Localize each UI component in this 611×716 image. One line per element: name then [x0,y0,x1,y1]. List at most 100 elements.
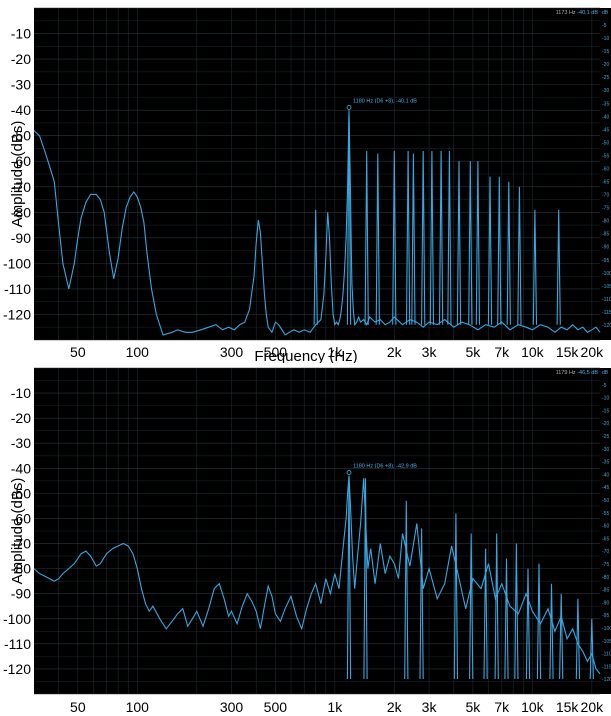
right-scale-tick: -60 [602,166,609,172]
right-scale-tick: -40 [602,472,609,478]
spectrum-panel-2: dB -5 -10 -15 -20 -25 -30 -35 -40 -45 -50 -55 -60 -65… [0,363,611,716]
right-scale-tick: -85 [602,232,609,238]
spectrum-line [33,112,601,336]
right-scale-tick: -70 [602,549,609,555]
right-scale-tick: -110 [602,652,611,658]
harmonic-peak [438,150,444,325]
y-tick-label: -30 [11,435,31,451]
right-scale-strip [600,368,611,694]
x-tick-label: 20k [581,699,605,715]
harmonic-peak [536,563,542,680]
y-tick-label: -110 [4,636,31,652]
right-scale-tick: -95 [602,613,609,619]
y-tick-label: -70 [11,179,31,195]
cursor-readout: 1179 Hz -46,5 dB [556,370,599,376]
right-scale-tick: -10 [602,396,609,402]
x-tick-label: 500 [264,699,288,715]
harmonic-peak [404,500,409,680]
x-tick-label: 300 [220,344,244,360]
peak-marker [346,470,352,475]
harmonic-peak [429,150,435,325]
x-tick-label: 2k [387,699,403,715]
harmonic-peak [411,153,416,325]
right-scale-tick: -30 [602,447,609,453]
harmonic-peak [487,176,493,325]
harmonic-peak [504,558,509,680]
right-scale-tick: -60 [602,524,609,530]
harmonic-peak [456,161,462,325]
right-scale-tick: -115 [602,664,611,670]
x-tick-label: 3k [422,344,438,360]
y-tick-label: -10 [11,385,31,401]
harmonic-peak [421,150,426,325]
right-scale-tick: -120 [602,323,611,329]
y-tick-label: -20 [11,51,31,67]
right-scale-tick: -80 [602,575,609,581]
x-tick-label: 5k [465,344,481,360]
y-axis-label: Amplitude (dBs) [9,478,26,585]
y-tick-label: -50 [11,128,31,144]
x-tick-label: 15k [556,699,580,715]
right-scale-tick: -30 [602,88,609,94]
y-tick-label: -100 [3,611,31,627]
harmonic-peak [525,568,531,680]
harmonic-peak [346,475,352,680]
y-tick-label: -40 [11,460,31,476]
y-tick-label: -80 [11,561,31,577]
right-scale-tick: -50 [602,498,609,504]
right-scale-tick: -110 [602,297,611,303]
x-tick-label: 2k [387,344,403,360]
x-tick-label: 20k [581,344,605,360]
right-scale-tick: -25 [602,75,609,81]
y-tick-label: -120 [3,661,31,677]
harmonic-peak [375,153,380,325]
right-scale-tick: -5 [602,23,607,29]
harmonic-peak [517,186,522,325]
x-tick-label: 3k [422,699,438,715]
harmonic-peak [497,176,502,325]
y-tick-label: -80 [11,204,31,220]
harmonic-peak [468,161,473,325]
harmonic-peak [483,548,488,680]
x-tick-label: 50 [70,699,86,715]
harmonic-peak [453,513,459,680]
right-scale-tick: -25 [602,434,609,440]
y-tick-label: -60 [11,510,31,526]
right-scale-tick: -65 [602,536,609,542]
harmonic-peak [532,209,538,325]
right-scale-tick: -35 [602,460,609,466]
harmonic-peak [549,583,554,680]
right-scale-tick: -75 [602,206,609,212]
x-tick-label: 1k [327,344,343,360]
right-scale-tick: -90 [602,245,609,251]
right-scale-tick: -115 [602,310,611,316]
right-scale-tick: -90 [602,600,609,606]
right-scale-tick: -40 [602,114,609,120]
y-axis-label: Amplitude (dBs) [9,121,26,228]
right-scale-tick: -75 [602,562,609,568]
x-tick-label: 10k [521,344,545,360]
x-tick-label: 7k [494,344,510,360]
harmonic-peak [475,161,481,325]
x-tick-label: 50 [70,344,86,360]
right-scale-tick: -15 [602,49,609,55]
right-scale-tick: -95 [602,258,609,264]
grid [34,367,600,695]
right-scale-tick: dB [602,10,609,16]
harmonic-peak [363,478,368,680]
cursor-readout: 1173 Hz -40,1 dB [556,10,599,16]
harmonic-peak [364,150,369,325]
right-scale-strip [600,8,611,340]
x-tick-label: 500 [264,344,288,360]
y-tick-label: -20 [11,410,31,426]
y-tick-label: -50 [11,485,31,501]
harmonic-peak [313,209,318,325]
right-scale-tick: dB [602,370,609,376]
right-scale-tick: -85 [602,588,609,594]
right-scale-tick: -65 [602,180,609,186]
y-tick-label: -100 [3,255,31,271]
y-tick-label: -10 [11,26,31,42]
y-tick-label: -90 [11,586,31,602]
right-scale-tick: -50 [602,140,609,146]
harmonic-peak [559,593,564,680]
